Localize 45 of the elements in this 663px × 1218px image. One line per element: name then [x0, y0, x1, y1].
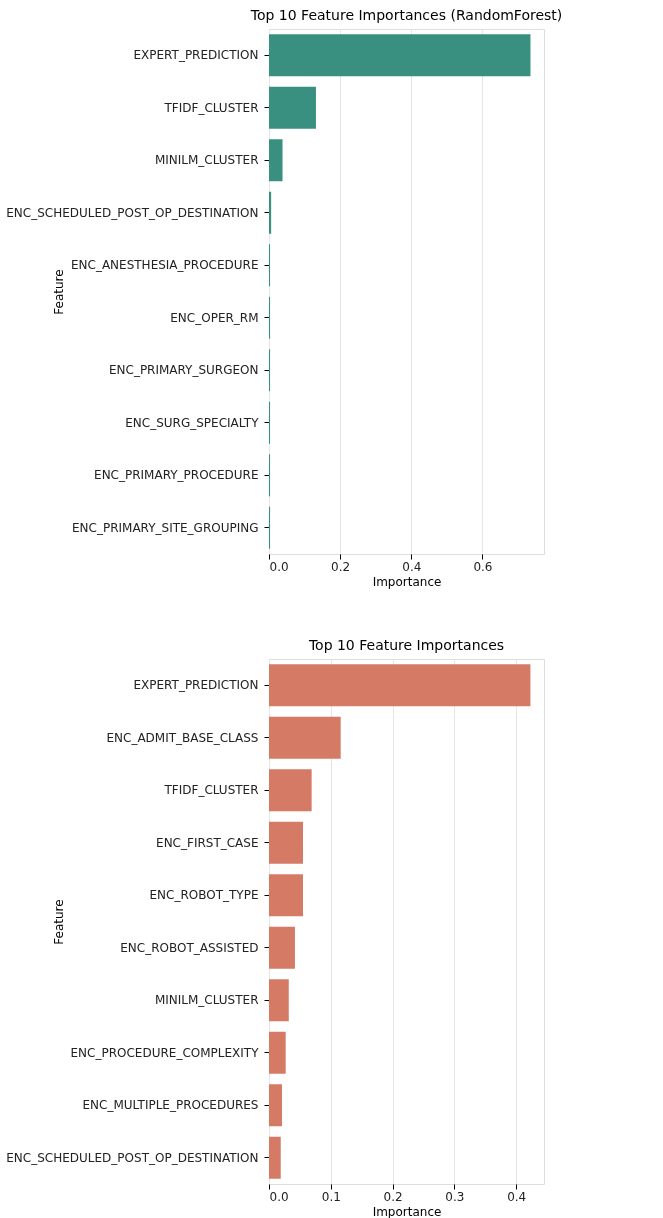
- y-tick-label: ENC_ADMIT_BASE_CLASS: [106, 730, 259, 745]
- bar: [269, 716, 341, 759]
- bar: [269, 769, 312, 812]
- bar: [269, 821, 303, 864]
- x-tick-label: 0.0: [269, 559, 289, 574]
- y-tick-label: ENC_SCHEDULED_POST_OP_DESTINATION: [6, 1150, 259, 1165]
- bar: [269, 1136, 281, 1179]
- y-tick-label: TFIDF_CLUSTER: [163, 783, 259, 798]
- bar: [269, 926, 295, 969]
- x-tick-label: 0.4: [402, 559, 422, 574]
- y-axis-title: Feature: [51, 269, 66, 315]
- y-tick-label: EXPERT_PREDICTION: [133, 48, 259, 63]
- chart-title: Top 10 Feature Importances: [307, 637, 505, 653]
- y-tick-label: ENC_PRIMARY_SITE_GROUPING: [72, 520, 259, 535]
- x-axis-title: Importance: [372, 1204, 442, 1218]
- x-tick-label: 0.1: [321, 1189, 341, 1204]
- y-tick-label: ENC_ROBOT_ASSISTED: [120, 940, 259, 955]
- y-tick-label: ENC_OPER_RM: [170, 310, 259, 325]
- x-axis-title: Importance: [372, 574, 442, 589]
- bar: [269, 979, 289, 1022]
- y-tick-label: ENC_SURG_SPECIALTY: [125, 415, 260, 430]
- bar: [269, 874, 303, 917]
- x-tick-label: 0.2: [383, 1189, 403, 1204]
- y-tick-label: ENC_FIRST_CASE: [156, 835, 259, 850]
- y-tick-label: ENC_ROBOT_TYPE: [149, 888, 259, 903]
- y-tick-label: TFIDF_CLUSTER: [163, 100, 259, 115]
- x-tick-label: 0.2: [331, 559, 351, 574]
- y-tick-label: ENC_SCHEDULED_POST_OP_DESTINATION: [6, 205, 259, 220]
- bar: [269, 664, 531, 707]
- y-tick-label: ENC_MULTIPLE_PROCEDURES: [82, 1098, 259, 1113]
- y-axis-title: Feature: [51, 899, 66, 945]
- y-tick-label: ENC_PROCEDURE_COMPLEXITY: [70, 1045, 260, 1060]
- x-tick-label: 0.6: [473, 559, 493, 574]
- chart-title: Top 10 Feature Importances (RandomForest): [249, 7, 563, 23]
- x-tick-label: 0.4: [507, 1189, 527, 1204]
- y-tick-label: MINILM_CLUSTER: [154, 153, 259, 168]
- bar: [269, 1031, 286, 1074]
- y-tick-label: ENC_PRIMARY_SURGEON: [108, 363, 259, 378]
- y-tick-label: MINILM_CLUSTER: [154, 993, 259, 1008]
- x-tick-label: 0.0: [269, 1189, 289, 1204]
- y-tick-label: ENC_PRIMARY_PROCEDURE: [94, 468, 259, 483]
- y-tick-label: EXPERT_PREDICTION: [133, 678, 259, 693]
- x-tick-label: 0.3: [445, 1189, 465, 1204]
- bar: [269, 1084, 282, 1127]
- y-tick-label: ENC_ANESTHESIA_PROCEDURE: [70, 258, 259, 273]
